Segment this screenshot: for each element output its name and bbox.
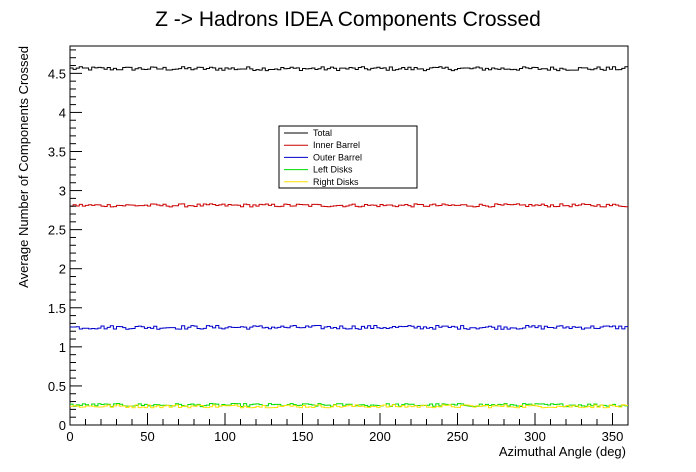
series-line-right-disks (70, 404, 628, 409)
y-tick-label: 1 (59, 340, 66, 355)
legend-box (278, 125, 418, 189)
legend-label-total: Total (313, 128, 332, 138)
legend: Total Inner Barrel Outer Barrel Left Disks R… (278, 125, 418, 189)
y-tick-label: 1.5 (48, 301, 66, 316)
x-tick-label: 0 (66, 429, 73, 444)
x-tick-label: 350 (602, 429, 624, 444)
y-tick-label: 2.5 (48, 223, 66, 238)
legend-label-left-disks: Left Disks (313, 165, 353, 175)
y-tick-label: 4 (59, 105, 66, 120)
y-tick-label: 3.5 (48, 144, 66, 159)
y-tick-label: 0 (59, 418, 66, 433)
legend-label-outer-barrel: Outer Barrel (313, 152, 362, 162)
series-line-outer-barrel (70, 324, 628, 330)
x-tick-label: 150 (292, 429, 314, 444)
x-axis-title: Azimuthal Angle (deg) (499, 444, 626, 459)
chart-title: Z -> Hadrons IDEA Components Crossed (155, 8, 541, 31)
x-tick-label: 250 (447, 429, 469, 444)
x-axis: 0 50 100 150 200 250 300 350 (66, 413, 629, 444)
y-tick-label: 2 (59, 262, 66, 277)
y-axis: 0 0.5 1 1.5 2 2.5 3 3.5 4 4.5 (48, 49, 82, 433)
y-axis-title: Average Number of Components Crossed (16, 46, 31, 288)
legend-label-inner-barrel: Inner Barrel (313, 140, 360, 150)
x-tick-label: 300 (524, 429, 546, 444)
series-line-inner-barrel (70, 203, 628, 208)
legend-label-right-disks: Right Disks (313, 177, 359, 187)
x-tick-label: 50 (140, 429, 154, 444)
x-tick-label: 100 (214, 429, 236, 444)
plot-frame (69, 45, 629, 426)
plot-area (69, 45, 629, 426)
y-tick-label: 4.5 (48, 66, 66, 81)
y-tick-label: 3 (59, 184, 66, 199)
y-tick-label: 0.5 (48, 379, 66, 394)
x-tick-label: 200 (369, 429, 391, 444)
series-line-total (70, 66, 628, 72)
